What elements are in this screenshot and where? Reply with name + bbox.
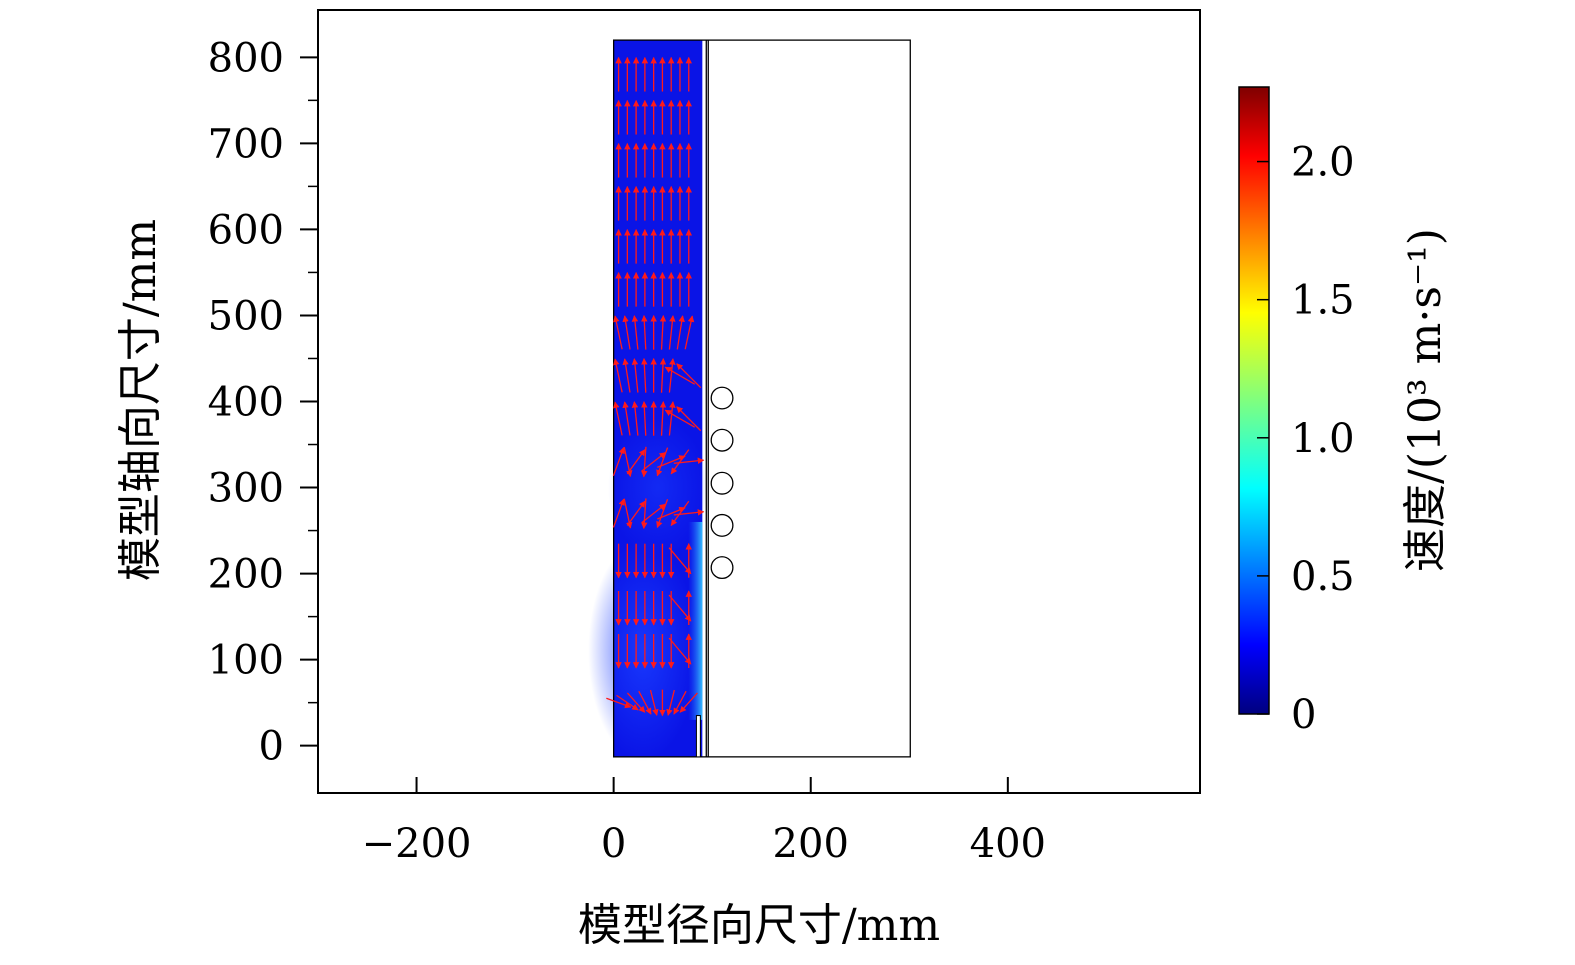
velocity-arrow — [612, 447, 625, 477]
velocity-arrow — [676, 315, 685, 350]
velocity-arrow — [631, 315, 639, 350]
velocity-arrow — [656, 447, 669, 477]
colorbar-tick-label: 1.0 — [1291, 416, 1355, 462]
velocity-arrow — [668, 358, 676, 393]
x-tick-label: 400 — [970, 821, 1046, 867]
velocity-arrow — [641, 358, 648, 393]
y-axis: 0 100 200 300 400 500 600 700 800 — [208, 35, 318, 770]
y-tick-label: 400 — [208, 380, 284, 426]
measurement-circle — [710, 471, 734, 495]
velocity-arrow — [670, 500, 690, 527]
y-tick-label: 700 — [208, 121, 284, 167]
velocity-arrow — [659, 401, 667, 436]
x-axis: −200 0 200 400 — [362, 777, 1046, 867]
velocity-arrow — [622, 358, 631, 393]
velocity-arrow — [657, 506, 686, 520]
velocity-arrow — [659, 315, 667, 350]
low-velocity-glow — [588, 541, 699, 762]
colorbar-title: 速度/(10³ m·s⁻¹) — [1400, 228, 1451, 572]
velocity-arrow — [631, 358, 639, 393]
velocity-arrow — [670, 449, 690, 475]
velocity-arrow — [631, 401, 639, 436]
velocity-arrow — [664, 366, 696, 385]
velocity-arrow — [622, 315, 631, 350]
x-tick-label: 0 — [601, 821, 626, 867]
velocity-arrow — [626, 500, 646, 526]
y-tick-label: 800 — [208, 35, 284, 81]
velocity-arrow — [641, 451, 666, 472]
velocity-arrow — [664, 409, 696, 428]
velocity-arrow — [626, 692, 646, 713]
velocity-arrow — [606, 697, 632, 709]
x-tick-label: 200 — [773, 821, 849, 867]
y-tick-label: 300 — [208, 466, 284, 512]
velocity-arrow — [679, 692, 698, 713]
x-axis-title: 模型径向尺寸/mm — [578, 900, 940, 951]
colorbar-tick-label: 1.5 — [1291, 278, 1355, 324]
plot-area-frame — [317, 9, 1201, 794]
velocity-arrow — [613, 358, 623, 393]
velocity-arrow — [659, 358, 667, 393]
y-tick-label: 200 — [208, 552, 284, 598]
circles-layer — [710, 386, 734, 580]
measurement-circle — [710, 386, 734, 410]
velocity-arrow — [657, 455, 686, 468]
velocity-arrow — [649, 689, 659, 716]
velocity-arrow — [641, 498, 648, 529]
measurement-circle — [710, 556, 734, 580]
colorbar — [1238, 86, 1270, 715]
velocity-arrow — [641, 401, 648, 436]
velocity-arrow — [613, 401, 623, 436]
measurement-circle — [710, 513, 734, 537]
velocity-arrow — [641, 315, 648, 350]
velocity-arrow — [684, 315, 695, 350]
velocity-arrow — [673, 457, 705, 465]
velocity-arrow — [613, 315, 623, 350]
y-tick-label: 100 — [208, 638, 284, 684]
velocity-vector-field — [606, 56, 705, 717]
y-axis-title: 模型轴向尺寸/mm — [115, 219, 166, 581]
colorbar-tick-label: 0.5 — [1291, 554, 1355, 600]
velocity-arrow — [666, 689, 675, 716]
velocity-arrow — [668, 547, 692, 575]
velocity-arrow — [668, 401, 676, 436]
velocity-arrow — [656, 499, 669, 529]
velocity-arrow — [676, 363, 702, 389]
velocity-arrow — [641, 503, 666, 524]
velocity-arrow — [673, 509, 705, 516]
velocity-arrow — [668, 315, 676, 350]
velocity-arrow — [616, 694, 639, 711]
velocity-arrow — [668, 594, 692, 622]
wall-jet-glow — [688, 521, 703, 720]
y-tick-label: 0 — [259, 724, 284, 770]
velocity-arrow — [626, 449, 646, 475]
x-tick-label: −200 — [362, 821, 472, 867]
model-outer-boundary — [612, 39, 911, 758]
colorbar-tick-label: 2.0 — [1291, 140, 1355, 186]
y-tick-label: 500 — [208, 293, 284, 339]
colorbar-tick-label: 0 — [1291, 692, 1316, 738]
velocity-arrow — [612, 498, 625, 528]
y-tick-label: 600 — [208, 207, 284, 253]
velocity-arrow — [673, 690, 687, 715]
velocity-arrow — [668, 637, 692, 665]
velocity-arrow — [638, 690, 652, 715]
colorbar-axis: 0 0.5 1.0 1.5 2.0 — [1257, 140, 1355, 738]
wall-stub — [695, 715, 701, 758]
velocity-arrow — [641, 446, 648, 478]
velocity-arrow — [676, 406, 702, 432]
mid-velocity-glow — [607, 417, 708, 558]
velocity-arrow — [622, 401, 631, 436]
measurement-circle — [710, 428, 734, 452]
